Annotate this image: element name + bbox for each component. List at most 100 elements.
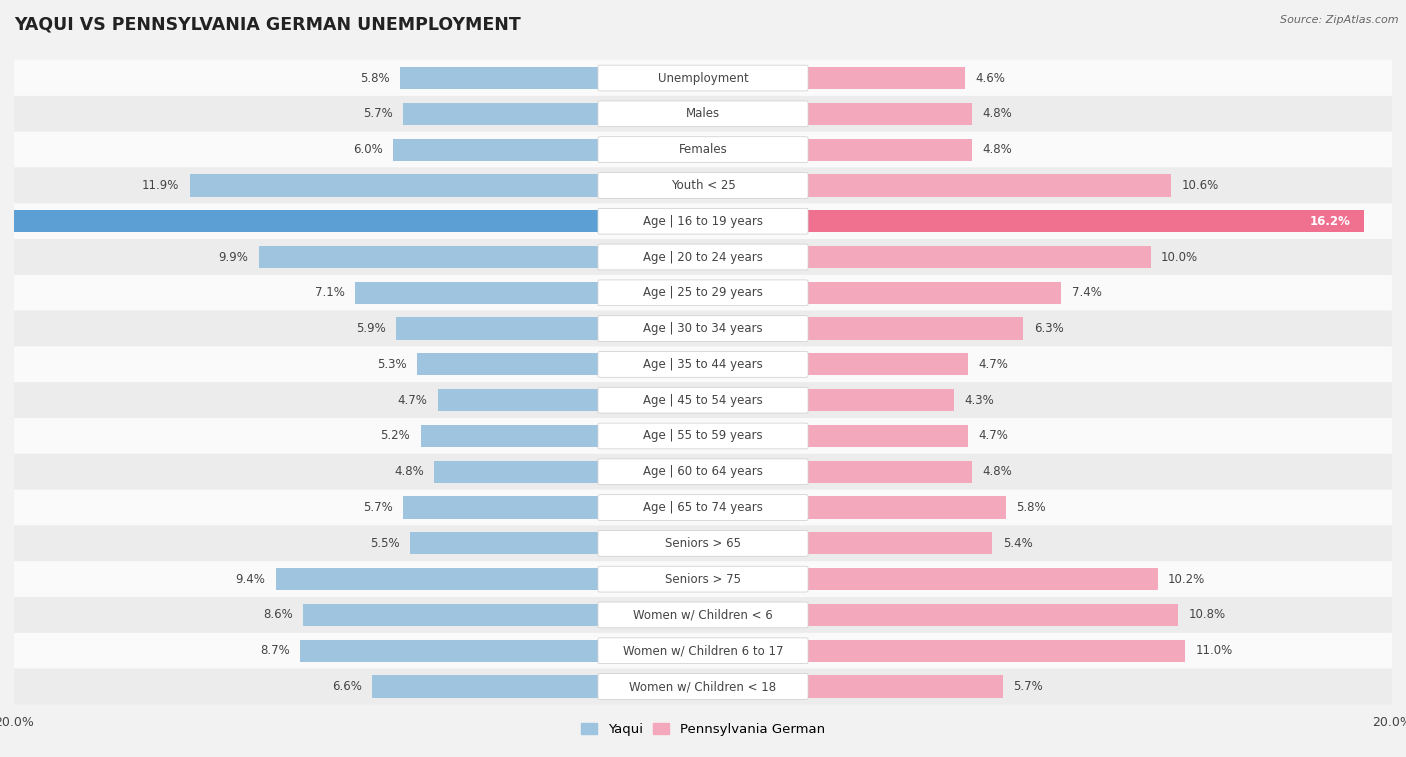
Text: 9.9%: 9.9%	[218, 251, 249, 263]
Bar	[190, 174, 599, 197]
FancyBboxPatch shape	[598, 137, 808, 163]
FancyBboxPatch shape	[14, 633, 1392, 668]
FancyBboxPatch shape	[598, 388, 808, 413]
Bar	[0, 210, 599, 232]
FancyBboxPatch shape	[14, 490, 1392, 525]
FancyBboxPatch shape	[14, 132, 1392, 167]
Bar	[392, 139, 599, 160]
Text: 4.7%: 4.7%	[398, 394, 427, 407]
Bar	[807, 461, 972, 483]
Text: 5.7%: 5.7%	[363, 501, 392, 514]
FancyBboxPatch shape	[598, 316, 808, 341]
Bar	[411, 532, 599, 554]
FancyBboxPatch shape	[598, 351, 808, 377]
Text: 10.8%: 10.8%	[1188, 609, 1226, 621]
Bar	[807, 139, 972, 160]
Text: 6.3%: 6.3%	[1033, 322, 1063, 335]
Bar	[807, 103, 972, 125]
Text: Age | 20 to 24 years: Age | 20 to 24 years	[643, 251, 763, 263]
Bar	[276, 568, 599, 590]
FancyBboxPatch shape	[598, 566, 808, 592]
Text: Women w/ Children < 6: Women w/ Children < 6	[633, 609, 773, 621]
Text: Age | 60 to 64 years: Age | 60 to 64 years	[643, 466, 763, 478]
Text: Age | 16 to 19 years: Age | 16 to 19 years	[643, 215, 763, 228]
FancyBboxPatch shape	[598, 459, 808, 484]
Bar	[807, 174, 1171, 197]
FancyBboxPatch shape	[14, 96, 1392, 132]
Bar	[807, 246, 1152, 268]
Bar	[404, 497, 599, 519]
FancyBboxPatch shape	[14, 668, 1392, 705]
Text: Source: ZipAtlas.com: Source: ZipAtlas.com	[1281, 15, 1399, 25]
Text: Women w/ Children < 18: Women w/ Children < 18	[630, 680, 776, 693]
Text: 7.1%: 7.1%	[315, 286, 344, 299]
Bar	[373, 675, 599, 698]
Text: 5.8%: 5.8%	[1017, 501, 1046, 514]
Text: Age | 55 to 59 years: Age | 55 to 59 years	[643, 429, 763, 443]
Bar	[434, 461, 599, 483]
FancyBboxPatch shape	[14, 60, 1392, 96]
Bar	[396, 317, 599, 340]
Text: 6.6%: 6.6%	[332, 680, 361, 693]
Text: Seniors > 75: Seniors > 75	[665, 572, 741, 586]
Text: 4.3%: 4.3%	[965, 394, 994, 407]
Text: 4.8%: 4.8%	[981, 107, 1012, 120]
FancyBboxPatch shape	[598, 173, 808, 198]
Text: Age | 65 to 74 years: Age | 65 to 74 years	[643, 501, 763, 514]
Text: Youth < 25: Youth < 25	[671, 179, 735, 192]
Text: Males: Males	[686, 107, 720, 120]
Bar	[404, 103, 599, 125]
FancyBboxPatch shape	[14, 167, 1392, 204]
Bar	[807, 532, 993, 554]
Bar	[418, 354, 599, 375]
FancyBboxPatch shape	[598, 602, 808, 628]
Text: 5.7%: 5.7%	[1012, 680, 1043, 693]
Bar	[807, 354, 969, 375]
FancyBboxPatch shape	[598, 208, 808, 234]
Text: 11.9%: 11.9%	[142, 179, 180, 192]
Text: 8.6%: 8.6%	[263, 609, 292, 621]
Text: 5.3%: 5.3%	[377, 358, 406, 371]
Text: 5.5%: 5.5%	[370, 537, 399, 550]
Bar	[807, 604, 1178, 626]
FancyBboxPatch shape	[14, 597, 1392, 633]
Text: Age | 30 to 34 years: Age | 30 to 34 years	[643, 322, 763, 335]
FancyBboxPatch shape	[598, 423, 808, 449]
Bar	[399, 67, 599, 89]
FancyBboxPatch shape	[598, 531, 808, 556]
Text: Unemployment: Unemployment	[658, 72, 748, 85]
Bar	[807, 67, 965, 89]
Text: Seniors > 65: Seniors > 65	[665, 537, 741, 550]
Text: Age | 35 to 44 years: Age | 35 to 44 years	[643, 358, 763, 371]
Text: 5.4%: 5.4%	[1002, 537, 1032, 550]
Text: Females: Females	[679, 143, 727, 156]
Text: 10.2%: 10.2%	[1168, 572, 1205, 586]
FancyBboxPatch shape	[14, 561, 1392, 597]
Text: 5.7%: 5.7%	[363, 107, 392, 120]
FancyBboxPatch shape	[598, 101, 808, 126]
Bar	[807, 675, 1002, 698]
Bar	[420, 425, 599, 447]
FancyBboxPatch shape	[598, 65, 808, 91]
Text: 5.8%: 5.8%	[360, 72, 389, 85]
Text: 4.7%: 4.7%	[979, 358, 1008, 371]
Legend: Yaqui, Pennsylvania German: Yaqui, Pennsylvania German	[576, 718, 830, 741]
Text: 11.0%: 11.0%	[1195, 644, 1233, 657]
Text: Women w/ Children 6 to 17: Women w/ Children 6 to 17	[623, 644, 783, 657]
Bar	[437, 389, 599, 411]
FancyBboxPatch shape	[14, 382, 1392, 418]
Text: 5.2%: 5.2%	[381, 429, 411, 443]
Bar	[807, 317, 1024, 340]
Text: 8.7%: 8.7%	[260, 644, 290, 657]
Text: 4.8%: 4.8%	[981, 466, 1012, 478]
Text: 16.2%: 16.2%	[1310, 215, 1351, 228]
Bar	[807, 497, 1007, 519]
Text: 10.0%: 10.0%	[1161, 251, 1198, 263]
FancyBboxPatch shape	[14, 418, 1392, 454]
Bar	[259, 246, 599, 268]
Text: YAQUI VS PENNSYLVANIA GERMAN UNEMPLOYMENT: YAQUI VS PENNSYLVANIA GERMAN UNEMPLOYMEN…	[14, 15, 520, 33]
Text: 9.4%: 9.4%	[236, 572, 266, 586]
FancyBboxPatch shape	[598, 638, 808, 664]
Bar	[807, 568, 1157, 590]
Text: 4.7%: 4.7%	[979, 429, 1008, 443]
